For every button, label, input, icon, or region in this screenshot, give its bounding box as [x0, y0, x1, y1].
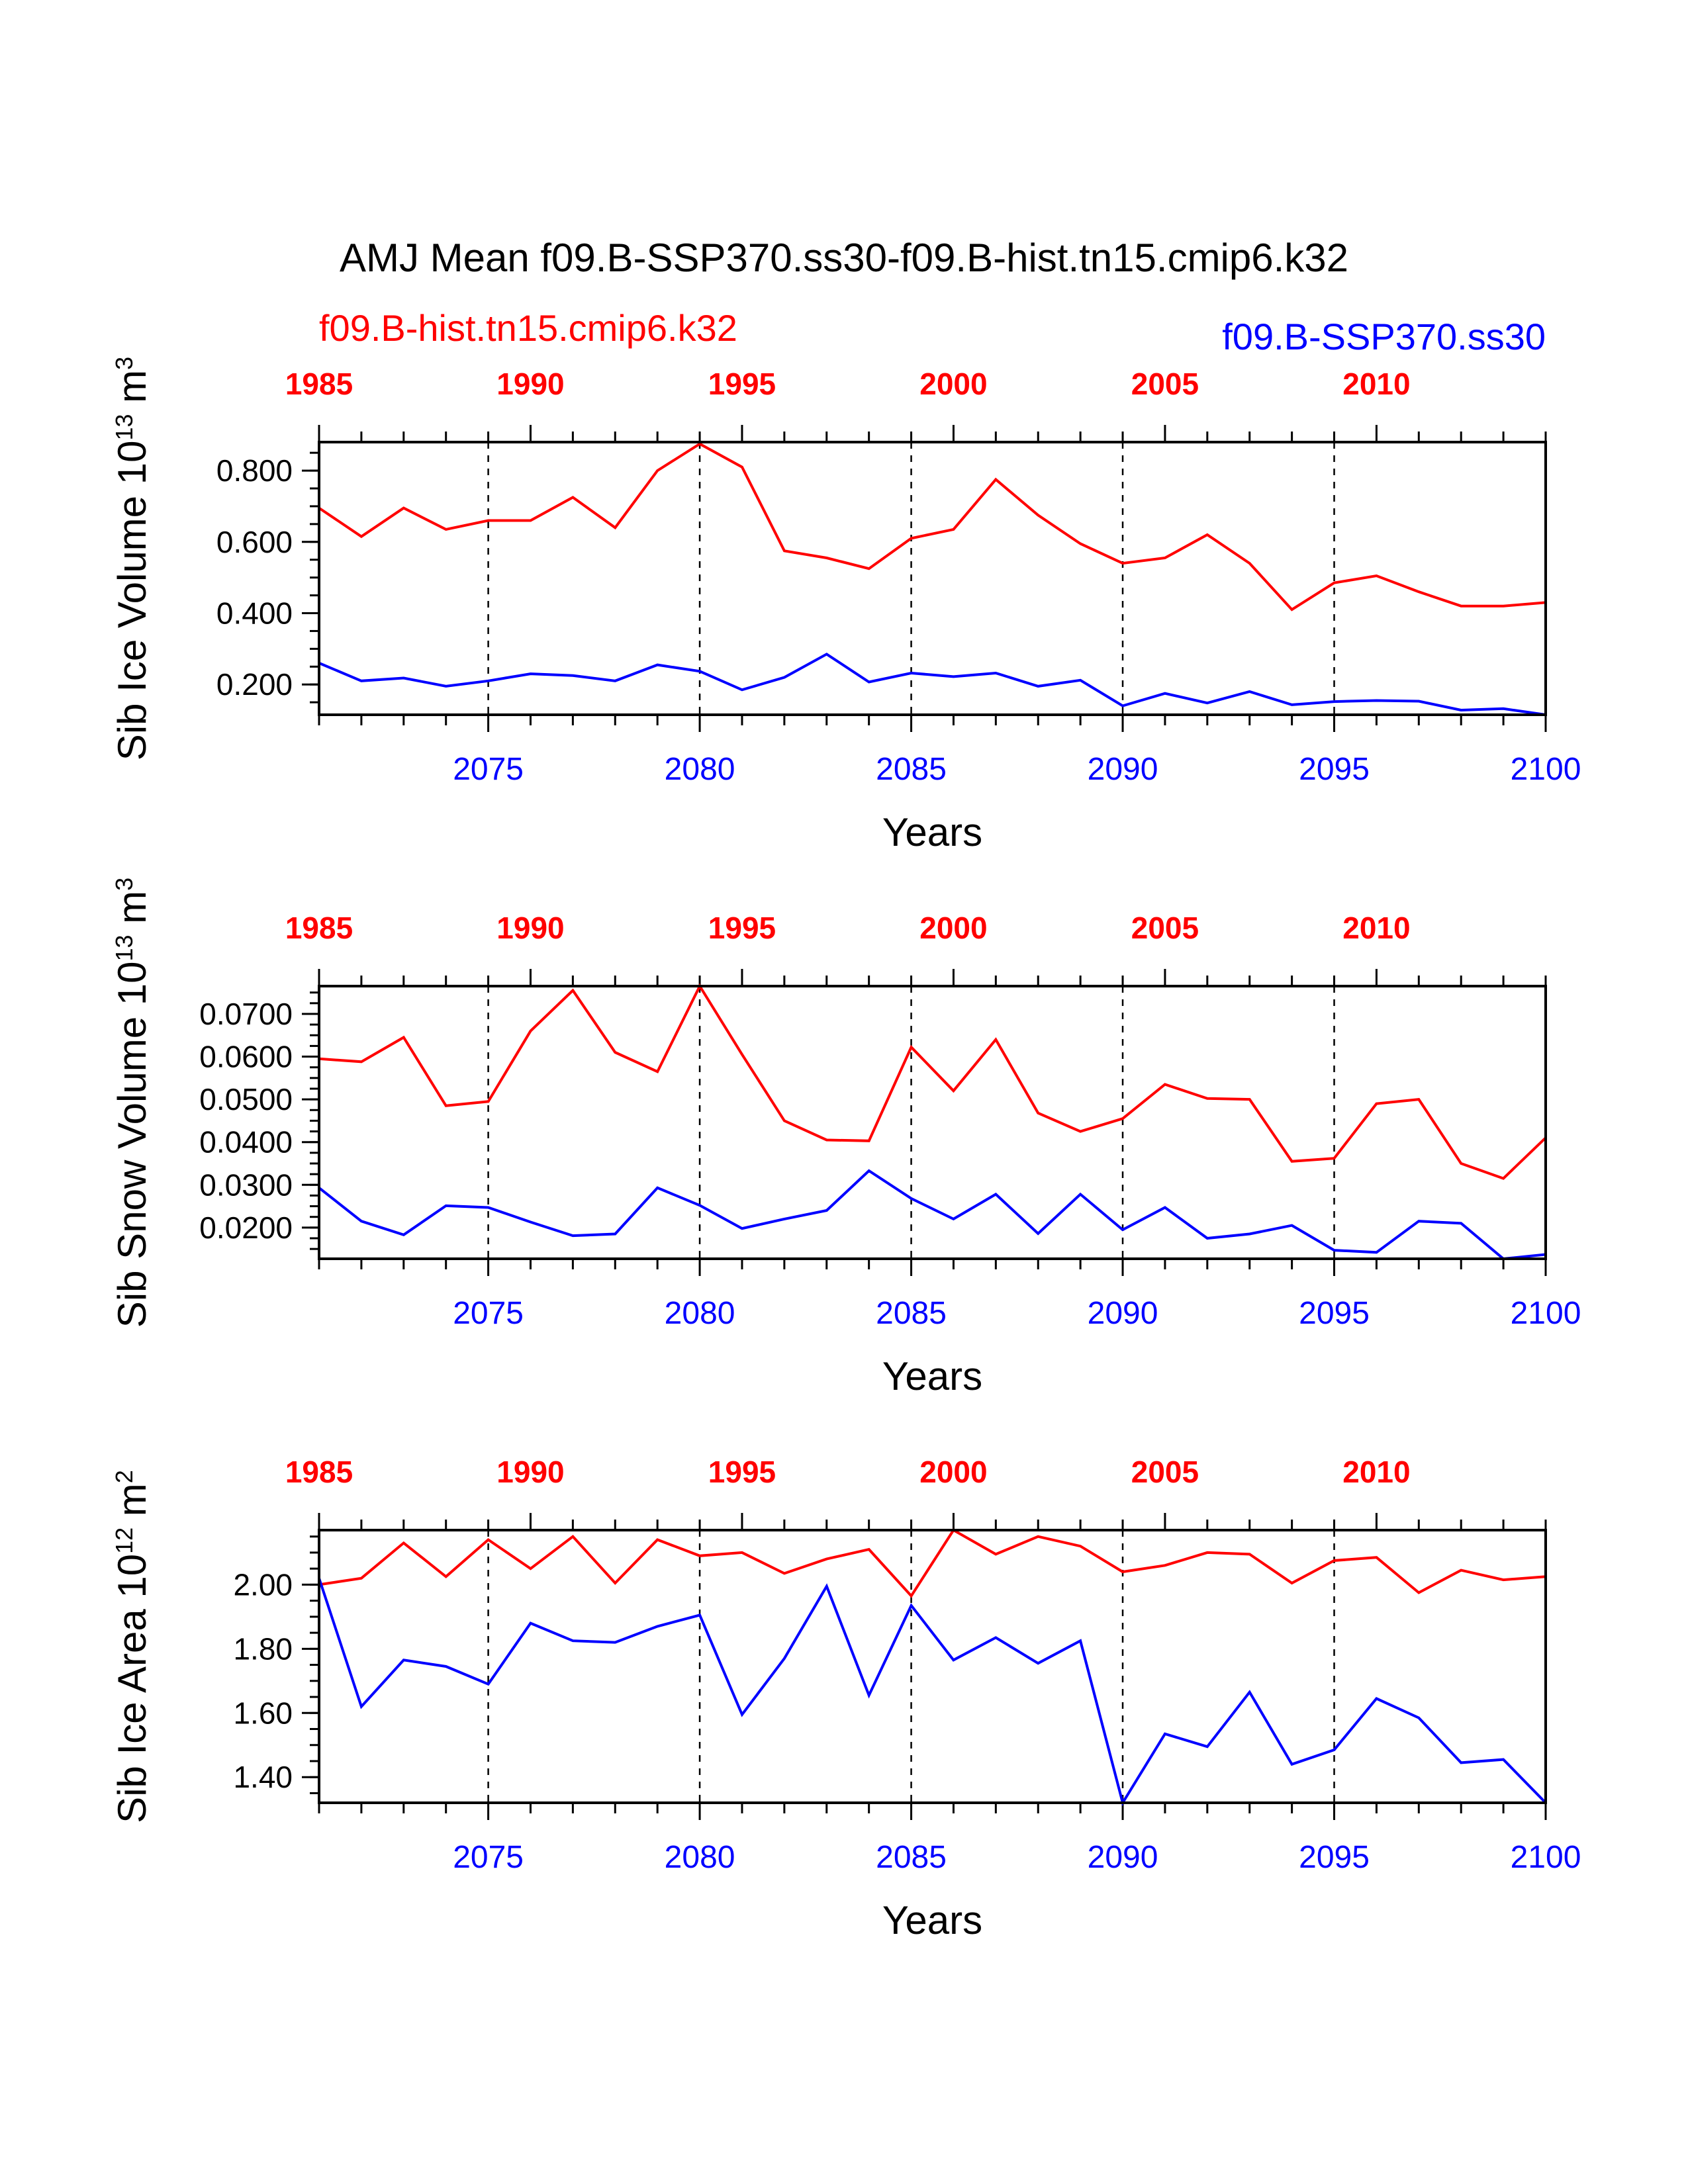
- y-tick-label: 0.0200: [199, 1210, 293, 1245]
- y-tick-label: 1.40: [233, 1760, 293, 1794]
- x-tick-label-top: 1985: [285, 367, 353, 401]
- x-tick-label-top: 1995: [708, 367, 776, 401]
- y-axis-title-exp: 13: [111, 414, 138, 441]
- x-tick-label-top: 2010: [1342, 367, 1410, 401]
- x-tick-label-top: 2010: [1342, 1455, 1410, 1489]
- y-axis-title-base: Sib Snow Volume 10: [110, 962, 154, 1328]
- x-tick-label-top: 2005: [1131, 1455, 1199, 1489]
- y-tick-label: 0.200: [216, 667, 293, 702]
- x-tick-label-top: 1990: [496, 911, 564, 945]
- y-tick-label: 1.80: [233, 1631, 293, 1666]
- plot-frame: [318, 441, 1547, 716]
- y-axis-title: Sib Ice Volume 1013 m3: [110, 357, 154, 760]
- x-tick-label-top: 1985: [285, 1455, 353, 1489]
- y-tick-label: 0.0600: [199, 1040, 293, 1074]
- x-tick-label-bottom: 2100: [1511, 1296, 1581, 1331]
- x-tick-label-bottom: 2095: [1299, 1296, 1370, 1331]
- y-axis-title-unit: m: [110, 370, 154, 414]
- x-tick-label-bottom: 2095: [1299, 752, 1370, 787]
- y-tick-label: 0.0500: [199, 1082, 293, 1116]
- x-tick-label-bottom: 2075: [453, 1840, 524, 1875]
- legend-hist: f09.B-hist.tn15.cmip6.k32: [319, 307, 737, 349]
- legend-ssp: f09.B-SSP370.ss30: [1222, 316, 1546, 357]
- x-tick-label-top: 2000: [919, 367, 987, 401]
- x-tick-label-bottom: 2090: [1088, 1296, 1158, 1331]
- panel-2: 0.0200 0.0300 0.0400 0.0500 0.0600 0.0700 2075…: [110, 878, 1581, 1398]
- x-tick-label-bottom: 2075: [453, 1296, 524, 1331]
- x-tick-label-bottom: 2075: [453, 752, 524, 787]
- y-tick-label: 0.800: [216, 453, 293, 488]
- x-tick-label-bottom: 2085: [876, 1296, 947, 1331]
- y-axis-title: Sib Ice Area 1012 m2: [110, 1470, 154, 1823]
- y-axis-title-unit: m: [110, 891, 154, 935]
- y-tick-label: 1.60: [233, 1696, 293, 1730]
- y-axis-title: Sib Snow Volume 1013 m3: [110, 878, 154, 1328]
- x-tick-label-top: 2005: [1131, 367, 1199, 401]
- x-tick-label-bottom: 2080: [665, 1840, 735, 1875]
- plot-frame: [318, 985, 1547, 1260]
- x-tick-label-top: 2010: [1342, 911, 1410, 945]
- series-line-hist: [318, 442, 1546, 612]
- series-line-ssp: [318, 1578, 1547, 1807]
- x-tick-label-top: 2000: [919, 1455, 987, 1489]
- series-line-ssp: [318, 653, 1546, 716]
- y-tick-label: 2.00: [233, 1567, 293, 1602]
- y-tick-label: 0.400: [216, 596, 293, 631]
- series-line-hist: [318, 983, 1547, 1180]
- x-axis-title: Years: [882, 1354, 982, 1398]
- x-tick-label-bottom: 2080: [665, 1296, 735, 1331]
- y-axis-title-exp: 12: [111, 1527, 138, 1554]
- x-tick-label-bottom: 2090: [1088, 1840, 1158, 1875]
- x-tick-label-bottom: 2085: [876, 1840, 947, 1875]
- x-tick-label-top: 1995: [708, 1455, 776, 1489]
- panel-3: 1.40 1.60 1.80 2.00 2075 2080 2085 2090 2095 2100…: [110, 1455, 1581, 1942]
- y-tick-label: 0.0300: [199, 1167, 293, 1202]
- x-tick-label-bottom: 2085: [876, 752, 947, 787]
- x-tick-label-top: 1995: [708, 911, 776, 945]
- x-tick-label-bottom: 2090: [1088, 752, 1158, 787]
- x-tick-label-bottom: 2100: [1511, 1840, 1581, 1875]
- series-line-hist: [318, 1528, 1546, 1598]
- y-tick-label: 0.600: [216, 525, 293, 559]
- plot-frame: [318, 1529, 1547, 1804]
- x-tick-label-bottom: 2080: [665, 752, 735, 787]
- x-tick-label-bottom: 2095: [1299, 1840, 1370, 1875]
- y-axis-title-exp: 13: [111, 934, 138, 961]
- x-tick-label-top: 1990: [496, 367, 564, 401]
- x-tick-label-top: 1985: [285, 911, 353, 945]
- series-line-ssp: [318, 1169, 1546, 1261]
- y-axis-title-base: Sib Ice Volume 10: [110, 441, 154, 761]
- x-tick-label-top: 2000: [919, 911, 987, 945]
- chart-title: AMJ Mean f09.B-SSP370.ss30-f09.B-hist.tn…: [340, 236, 1348, 280]
- y-axis-title-unit-exp: 2: [111, 1470, 138, 1483]
- y-axis-title-unit-exp: 3: [111, 357, 138, 370]
- x-axis-title: Years: [882, 810, 982, 854]
- x-tick-label-top: 1990: [496, 1455, 564, 1489]
- y-tick-label: 0.0400: [199, 1125, 293, 1160]
- x-tick-label-top: 2005: [1131, 911, 1199, 945]
- panel-1: 0.200 0.400 0.600 0.800 2075 2080 2085 2090 2095…: [110, 357, 1581, 854]
- panels: 0.200 0.400 0.600 0.800 2075 2080 2085 2090 2095…: [110, 357, 1581, 1942]
- y-axis-title-base: Sib Ice Area 10: [110, 1554, 154, 1823]
- y-tick-label: 0.0700: [199, 997, 293, 1031]
- y-axis-title-unit: m: [110, 1483, 154, 1527]
- y-axis-title-unit-exp: 3: [111, 878, 138, 891]
- x-axis-title: Years: [882, 1898, 982, 1942]
- x-tick-label-bottom: 2100: [1511, 752, 1581, 787]
